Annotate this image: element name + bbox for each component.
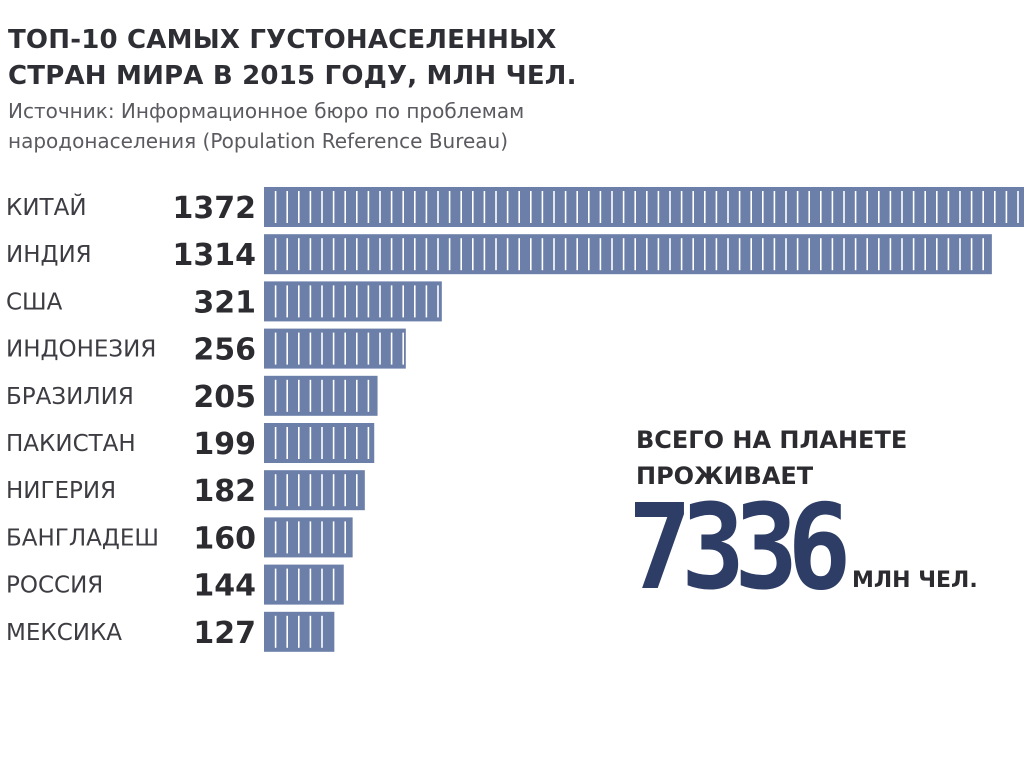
bar — [264, 375, 378, 416]
bar-segment-dividers — [274, 615, 323, 648]
value-label: 144 — [193, 569, 256, 604]
bar-segment-dividers — [274, 332, 405, 365]
total-heading-line1: ВСЕГО НА ПЛАНЕТЕ — [636, 426, 908, 454]
bar — [264, 564, 344, 605]
bar — [264, 234, 992, 275]
bar-segment-dividers — [274, 521, 347, 554]
value-label: 1314 — [173, 238, 257, 273]
bar-segment-dividers — [274, 191, 1019, 223]
country-label: БРАЗИЛИЯ — [6, 384, 134, 410]
country-label: ИНДИЯ — [6, 242, 92, 268]
bar — [264, 187, 1024, 227]
total-population-unit: МЛН ЧЕЛ. — [852, 568, 978, 593]
country-label: КИТАЙ — [6, 193, 87, 221]
bar-segment-dividers — [274, 568, 335, 601]
bar-segment-dividers — [274, 238, 985, 271]
bar — [264, 470, 365, 511]
bar — [264, 328, 406, 369]
value-label: 1372 — [173, 191, 257, 226]
total-population-value: 7336 — [628, 478, 851, 616]
value-label: 256 — [193, 333, 256, 368]
chart-subtitle: Источник: Информационное бюро по проблем… — [8, 99, 525, 153]
bar-segment-dividers — [274, 379, 370, 412]
total-heading: ВСЕГО НА ПЛАНЕТЕ ПРОЖИВАЕТ — [636, 422, 936, 494]
bar-segment-dividers — [274, 474, 358, 507]
bar — [264, 423, 375, 463]
bar — [264, 517, 353, 558]
value-label: 160 — [193, 521, 256, 556]
country-label: ПАКИСТАН — [6, 431, 136, 457]
bar-segment-dividers — [274, 427, 370, 459]
country-label: ИНДОНЕЗИЯ — [6, 337, 156, 363]
country-label: МЕКСИКА — [6, 620, 122, 646]
value-label: 205 — [193, 380, 256, 415]
country-label: БАНГЛАДЕШ — [6, 525, 159, 551]
total-heading-line2: ПРОЖИВАЕТ — [636, 462, 814, 490]
bar-segment-dividers — [274, 285, 439, 318]
value-label: 127 — [193, 616, 256, 651]
country-label: РОССИЯ — [6, 573, 103, 599]
value-label: 182 — [193, 474, 256, 509]
value-label: 321 — [193, 285, 256, 320]
country-label: США — [6, 289, 63, 315]
country-label: НИГЕРИЯ — [6, 478, 116, 504]
chart-title: ТОП-10 САМЫХ ГУСТОНАСЕЛЕННЫХ СТРАН МИРА … — [8, 25, 577, 91]
value-label: 199 — [193, 427, 256, 462]
bar — [264, 281, 442, 322]
